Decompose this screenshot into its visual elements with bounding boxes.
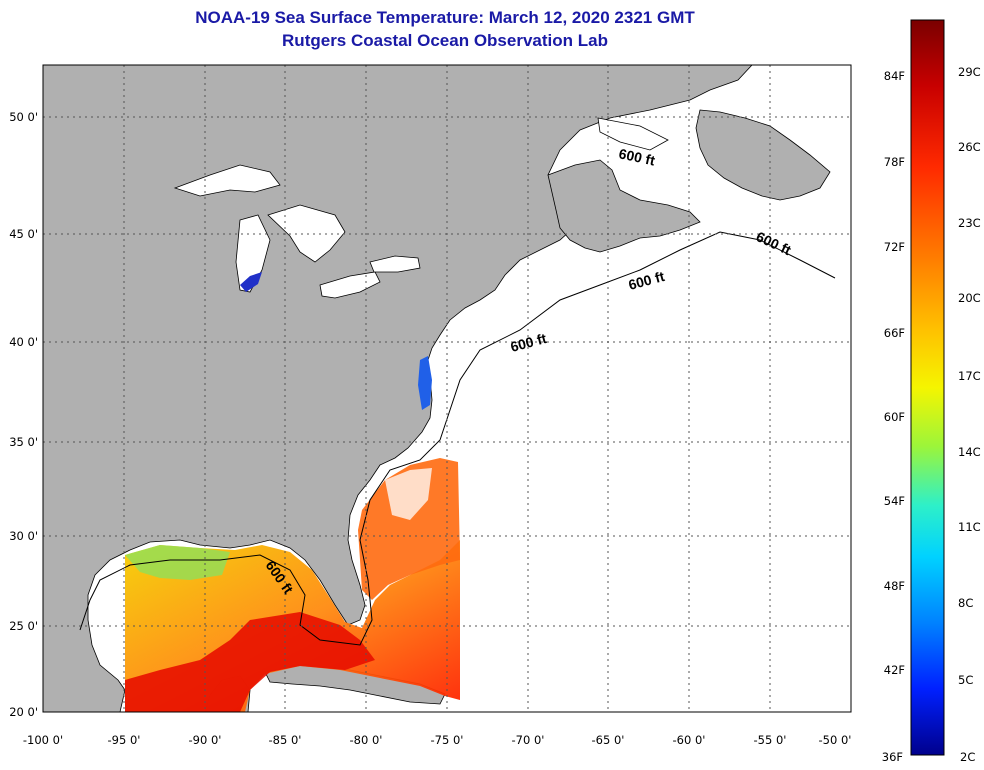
colorbar-c-label: 17C [958, 369, 981, 383]
lon-tick-label: -55 0' [754, 733, 787, 747]
colorbar-c-label: 2C [960, 750, 975, 764]
colorbar-celsius-labels: 29C 26C 23C 20C 17C 14C 11C 8C 5C 2C [958, 65, 981, 764]
lon-tick-label: -70 0' [512, 733, 545, 747]
sst-gulf-west-cool [125, 545, 230, 580]
map-border [42, 64, 852, 713]
land-newfoundland [695, 109, 831, 201]
great-lakes [173, 117, 669, 299]
colorbar-f-label: 72F [884, 240, 905, 254]
land-maritimes [547, 159, 701, 253]
lon-axis: -100 0' -95 0' -90 0' -85 0' -80 0' -75 … [23, 733, 852, 747]
colorbar-f-label: 66F [884, 326, 905, 340]
colorbar-f-label: 48F [884, 579, 905, 593]
colorbar-c-label: 11C [958, 520, 981, 534]
colorbar-c-label: 8C [958, 596, 973, 610]
isobath-label: 600 ft [617, 145, 656, 168]
colorbar-c-label: 29C [958, 65, 981, 79]
chesapeake-bay-sst [418, 356, 432, 410]
lat-tick-label: 30 0' [9, 529, 38, 543]
lat-tick-label: 25 0' [9, 619, 38, 633]
lon-tick-label: -75 0' [431, 733, 464, 747]
colorbar-c-label: 26C [958, 140, 981, 154]
lon-tick-label: -50 0' [819, 733, 852, 747]
lon-tick-label: -65 0' [592, 733, 625, 747]
colorbar-f-label: 78F [884, 155, 905, 169]
colorbar-f-label: 54F [884, 494, 905, 508]
lake-michigan-sst [240, 272, 262, 292]
isobath-600ft [79, 231, 836, 646]
sst-gulf-south-warm [125, 612, 375, 712]
lon-tick-label: -100 0' [23, 733, 63, 747]
lat-tick-label: 45 0' [9, 227, 38, 241]
colorbar-c-label: 5C [958, 673, 973, 687]
graticule [43, 65, 851, 712]
map-title: NOAA-19 Sea Surface Temperature: March 1… [195, 8, 695, 27]
sst-atlantic-cloud [385, 468, 432, 520]
lat-axis: 50 0' 45 0' 40 0' 35 0' 30 0' 25 0' 20 0… [9, 110, 38, 719]
lat-tick-label: 50 0' [9, 110, 38, 124]
colorbar-c-label: 23C [958, 216, 981, 230]
lat-tick-label: 20 0' [9, 705, 38, 719]
sst-atlantic-south [358, 458, 460, 600]
lon-tick-label: -95 0' [108, 733, 141, 747]
lat-tick-label: 35 0' [9, 435, 38, 449]
lon-tick-label: -60 0' [673, 733, 706, 747]
map-subtitle: Rutgers Coastal Ocean Observation Lab [282, 31, 608, 50]
lat-tick-label: 40 0' [9, 335, 38, 349]
colorbar-c-label: 20C [958, 291, 981, 305]
colorbar-f-label: 42F [884, 663, 905, 677]
lon-tick-label: -85 0' [269, 733, 302, 747]
lon-tick-label: -90 0' [189, 733, 222, 747]
colorbar-f-label: 60F [884, 410, 905, 424]
colorbar [910, 19, 945, 756]
colorbar-fahrenheit-labels: 84F 78F 72F 66F 60F 54F 48F 42F 36F [882, 69, 905, 764]
lon-tick-label: -80 0' [350, 733, 383, 747]
colorbar-c-label: 14C [958, 445, 981, 459]
colorbar-f-label: 84F [884, 69, 905, 83]
colorbar-f-label: 36F [882, 750, 903, 764]
